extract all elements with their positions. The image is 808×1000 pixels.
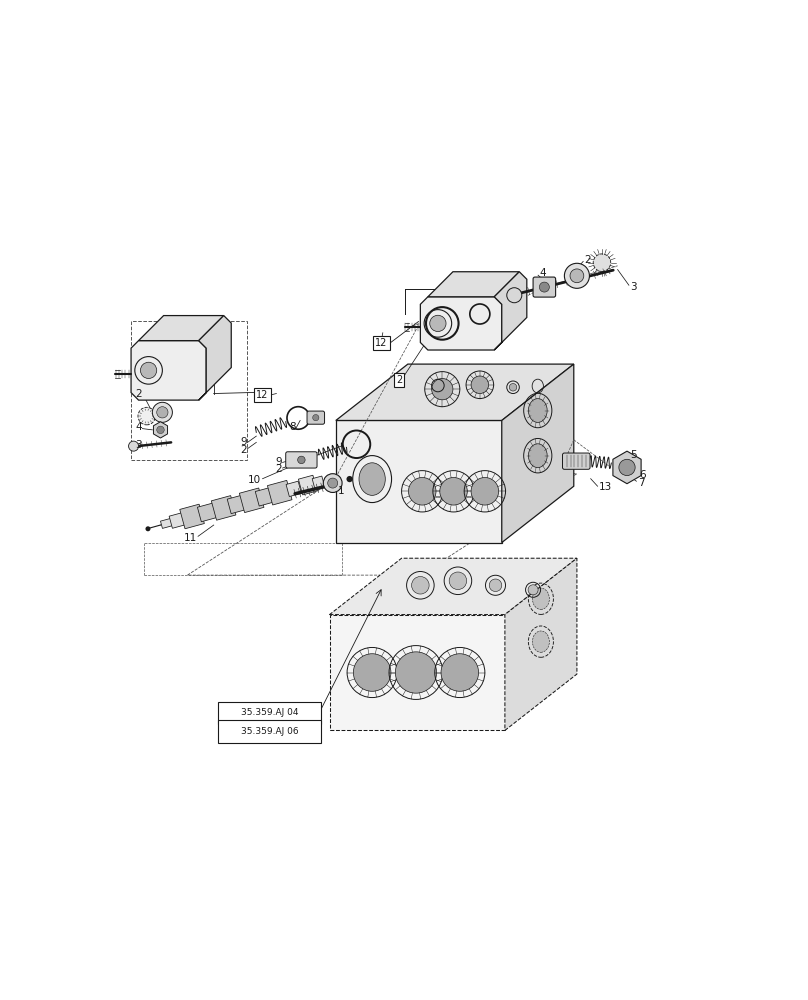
Circle shape (619, 459, 635, 476)
Text: 2: 2 (275, 464, 282, 474)
Polygon shape (505, 558, 577, 730)
Polygon shape (286, 481, 301, 497)
Circle shape (128, 441, 139, 451)
Text: 11: 11 (183, 533, 197, 543)
Circle shape (313, 415, 319, 421)
Circle shape (323, 474, 342, 492)
FancyBboxPatch shape (218, 720, 322, 743)
Circle shape (449, 572, 467, 590)
Text: 2: 2 (136, 389, 142, 399)
Text: 13: 13 (599, 482, 612, 492)
Text: 5: 5 (630, 450, 637, 460)
Polygon shape (330, 558, 577, 615)
Circle shape (507, 288, 522, 303)
Circle shape (297, 456, 305, 464)
Circle shape (593, 254, 611, 271)
Circle shape (430, 315, 446, 332)
Text: 10: 10 (248, 475, 261, 485)
Text: 6: 6 (640, 470, 646, 480)
Text: 3: 3 (136, 440, 142, 450)
Circle shape (509, 384, 517, 391)
Polygon shape (161, 518, 175, 528)
Circle shape (564, 263, 590, 288)
Ellipse shape (359, 463, 385, 495)
Circle shape (395, 652, 436, 693)
Circle shape (157, 426, 164, 434)
Text: 8: 8 (289, 422, 296, 432)
Polygon shape (420, 297, 502, 350)
Text: 2: 2 (584, 255, 591, 265)
Circle shape (138, 407, 155, 425)
Polygon shape (502, 364, 574, 543)
Polygon shape (613, 451, 641, 484)
Circle shape (440, 478, 467, 505)
Circle shape (328, 478, 338, 488)
Circle shape (431, 379, 453, 400)
Circle shape (471, 376, 489, 394)
Ellipse shape (532, 631, 549, 652)
Polygon shape (154, 422, 167, 438)
Circle shape (570, 269, 584, 283)
Polygon shape (169, 512, 187, 528)
Polygon shape (494, 272, 527, 350)
Text: 35.359.AJ 04: 35.359.AJ 04 (241, 708, 298, 717)
Ellipse shape (528, 399, 547, 422)
Polygon shape (255, 487, 276, 506)
Text: 9: 9 (275, 457, 282, 467)
Text: 12: 12 (256, 390, 269, 400)
Bar (131, 321, 247, 460)
Circle shape (441, 654, 478, 691)
Circle shape (347, 476, 353, 482)
Text: 35.359.AJ 06: 35.359.AJ 06 (241, 727, 298, 736)
FancyBboxPatch shape (562, 453, 590, 469)
Polygon shape (131, 341, 206, 400)
Text: 12: 12 (376, 338, 388, 348)
Circle shape (145, 526, 150, 531)
Text: 4: 4 (136, 422, 142, 432)
Ellipse shape (528, 444, 547, 468)
Polygon shape (199, 316, 231, 400)
FancyBboxPatch shape (286, 452, 317, 468)
Circle shape (353, 654, 391, 691)
Circle shape (471, 478, 499, 505)
Text: 1: 1 (338, 486, 344, 496)
FancyBboxPatch shape (307, 411, 325, 424)
Polygon shape (239, 488, 264, 513)
Polygon shape (298, 475, 318, 495)
Polygon shape (330, 615, 505, 730)
Polygon shape (428, 272, 520, 297)
Circle shape (540, 282, 549, 292)
Circle shape (528, 585, 538, 595)
Polygon shape (197, 503, 218, 522)
Polygon shape (227, 495, 248, 514)
Polygon shape (312, 476, 325, 488)
FancyBboxPatch shape (533, 277, 556, 297)
Polygon shape (336, 420, 502, 543)
Text: 4: 4 (540, 268, 546, 278)
Polygon shape (179, 504, 204, 529)
Text: 2: 2 (396, 375, 402, 385)
Ellipse shape (532, 588, 549, 609)
Circle shape (141, 362, 157, 379)
FancyBboxPatch shape (218, 702, 322, 724)
Circle shape (157, 407, 168, 418)
Text: 9: 9 (240, 437, 246, 447)
Polygon shape (336, 364, 574, 420)
Polygon shape (139, 316, 224, 341)
Text: 2: 2 (240, 445, 246, 455)
Polygon shape (267, 480, 292, 505)
Text: 7: 7 (638, 478, 645, 488)
Circle shape (409, 478, 436, 505)
Polygon shape (212, 496, 236, 520)
Circle shape (490, 579, 502, 592)
Circle shape (411, 577, 429, 594)
Text: 3: 3 (630, 282, 637, 292)
Circle shape (153, 402, 172, 422)
